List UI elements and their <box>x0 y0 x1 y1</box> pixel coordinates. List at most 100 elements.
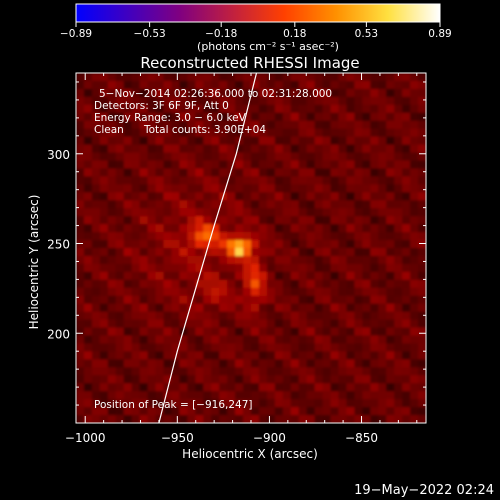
heatmap-cell <box>83 335 93 345</box>
heatmap-cell <box>219 319 228 329</box>
heatmap-cell <box>227 311 236 321</box>
heatmap-cell <box>115 216 125 225</box>
heatmap-cell <box>298 80 308 90</box>
heatmap-cell <box>219 128 228 138</box>
heatmap-cell <box>266 407 276 416</box>
heatmap-cell <box>123 351 133 360</box>
colorbar-tick-label: −0.53 <box>134 28 166 40</box>
heatmap-cell <box>338 383 348 392</box>
heatmap-cell <box>298 176 308 185</box>
heatmap-cell <box>306 303 316 313</box>
heatmap-cell <box>410 255 419 265</box>
heatmap-cell <box>76 136 85 146</box>
heatmap-cell <box>235 319 244 329</box>
heatmap-cell <box>258 88 268 98</box>
heatmap-cell <box>243 271 252 281</box>
heatmap-cell <box>91 224 101 233</box>
heatmap-cell <box>362 248 371 257</box>
heatmap-cell <box>107 295 117 305</box>
heatmap-cell <box>394 335 403 345</box>
heatmap-cell <box>243 295 252 305</box>
heatmap-cell <box>171 327 180 337</box>
heatmap-cell <box>171 263 180 273</box>
heatmap-cell <box>338 192 348 201</box>
heatmap-cell <box>107 399 117 408</box>
heatmap-cell <box>195 263 204 273</box>
heatmap-cell <box>139 248 149 257</box>
heatmap-cell <box>187 359 196 368</box>
heatmap-cell <box>258 383 268 392</box>
heatmap-cell <box>274 168 284 177</box>
heatmap-cell <box>163 176 173 185</box>
heatmap-cell <box>99 200 109 209</box>
heatmap-cell <box>131 176 141 185</box>
heatmap-cell <box>99 375 109 384</box>
heatmap-cell <box>235 248 244 257</box>
heatmap-cell <box>99 351 109 360</box>
heatmap-cell <box>91 176 101 185</box>
heatmap-cell <box>258 375 268 384</box>
annotation-time-range: 5−Nov−2014 02:26:36.000 to 02:31:28.000 <box>99 88 332 100</box>
heatmap-cell <box>282 80 292 90</box>
heatmap-cell <box>402 383 411 392</box>
heatmap-cell <box>290 279 300 289</box>
heatmap-cell <box>115 168 125 177</box>
heatmap-cell <box>330 287 340 297</box>
heatmap-cell <box>314 192 324 201</box>
heatmap-cell <box>330 319 340 329</box>
heatmap-cell <box>243 303 252 313</box>
heatmap-cell <box>410 216 419 225</box>
heatmap-cell <box>306 248 316 257</box>
heatmap-cell <box>187 367 196 376</box>
heatmap-cell <box>378 287 387 297</box>
heatmap-cell <box>91 160 101 170</box>
heatmap-cell <box>394 343 403 352</box>
heatmap-cell <box>227 168 236 177</box>
heatmap-cell <box>76 351 85 360</box>
heatmap-cell <box>107 359 117 368</box>
heatmap-cell <box>362 152 371 162</box>
heatmap-cell <box>91 248 101 257</box>
annotation-energy-range: Energy Range: 3.0 − 6.0 keV <box>94 112 247 124</box>
heatmap-cell <box>370 120 379 130</box>
heatmap-cell <box>83 391 93 400</box>
heatmap-cell <box>179 73 188 82</box>
heatmap-cell <box>155 240 165 249</box>
heatmap-cell <box>163 200 173 209</box>
heatmap-cell <box>362 279 371 289</box>
heatmap-cell <box>362 104 371 114</box>
heatmap-cell <box>91 192 101 201</box>
heatmap-cell <box>243 160 252 170</box>
heatmap-cell <box>187 112 196 122</box>
heatmap-cell <box>322 287 332 297</box>
heatmap-cell <box>354 232 363 241</box>
heatmap-cell <box>266 73 276 82</box>
heatmap-cell <box>235 104 244 114</box>
heatmap-cell <box>123 327 133 337</box>
heatmap-cell <box>362 232 371 241</box>
heatmap-cell <box>322 295 332 305</box>
heatmap-cell <box>123 255 133 265</box>
heatmap-cell <box>76 184 85 193</box>
heatmap-cell <box>227 255 236 265</box>
heatmap-cell <box>131 383 141 392</box>
heatmap-cell <box>394 311 403 321</box>
heatmap-cell <box>139 192 149 201</box>
heatmap-cell <box>83 383 93 392</box>
heatmap-cell <box>354 311 363 321</box>
heatmap-cell <box>123 367 133 376</box>
heatmap-cell <box>107 327 117 337</box>
heatmap-cell <box>346 88 355 98</box>
heatmap-cell <box>258 232 268 241</box>
heatmap-cell <box>76 176 85 185</box>
heatmap-cell <box>147 335 157 345</box>
heatmap-cell <box>83 168 93 177</box>
heatmap-cell <box>139 232 149 241</box>
heatmap-cell <box>179 216 188 225</box>
heatmap-cell <box>179 200 188 209</box>
heatmap-cell <box>131 112 141 122</box>
heatmap-cell <box>147 208 157 217</box>
heatmap-cell <box>155 407 165 416</box>
heatmap-cell <box>306 343 316 352</box>
heatmap-cell <box>290 80 300 90</box>
